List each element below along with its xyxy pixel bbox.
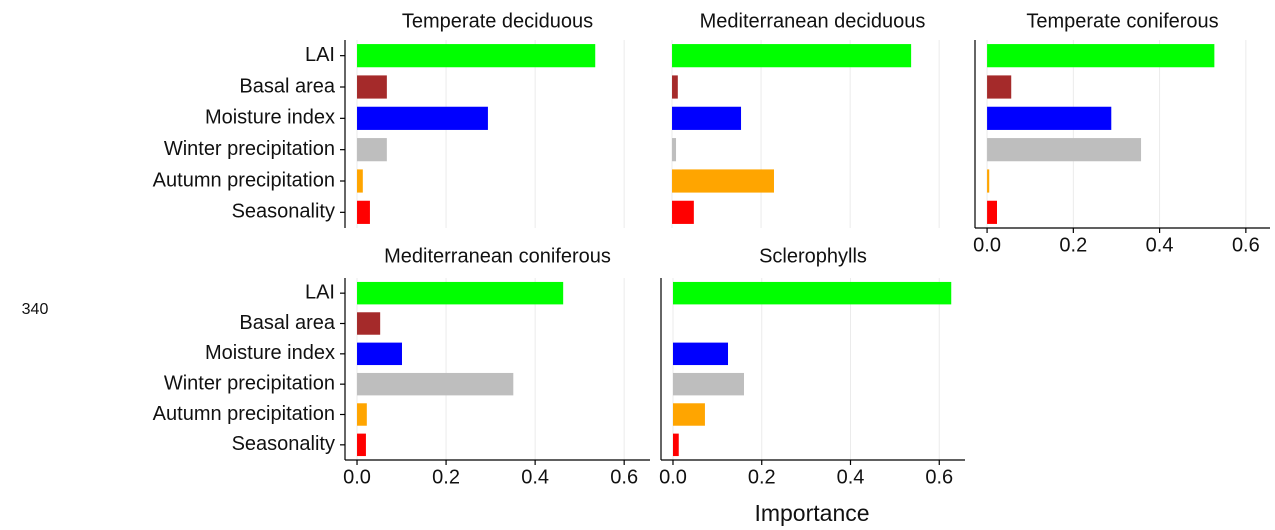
x-tick-label: 0.0: [343, 466, 371, 488]
bar: [357, 200, 370, 224]
bar: [987, 44, 1215, 68]
y-tick-label: Basal area: [239, 312, 335, 334]
bar: [987, 75, 1012, 99]
y-tick-label: Autumn precipitation: [153, 169, 335, 191]
panel-title: Mediterranean coniferous: [384, 245, 611, 267]
panel-title: Sclerophylls: [759, 245, 867, 267]
y-tick-label: Basal area: [239, 75, 335, 97]
bar: [672, 106, 742, 130]
panel-title: Temperate coniferous: [1026, 10, 1218, 32]
panel-title: Mediterranean deciduous: [700, 10, 926, 32]
y-tick-label: Winter precipitation: [164, 138, 335, 160]
y-tick-label: Seasonality: [232, 201, 335, 223]
x-tick-label: 0.4: [1146, 234, 1174, 256]
bar: [987, 169, 990, 193]
bar: [672, 44, 912, 68]
y-tick-label: Moisture index: [205, 107, 335, 129]
x-tick-label: 0.0: [659, 466, 687, 488]
bar: [672, 200, 694, 224]
bar: [357, 403, 367, 426]
bar: [357, 281, 564, 305]
bar: [357, 433, 366, 457]
bar: [357, 44, 596, 68]
y-tick-label: LAI: [305, 281, 335, 303]
x-tick-label: 0.4: [521, 466, 549, 488]
bar: [357, 372, 514, 396]
bar: [672, 342, 729, 366]
bar: [987, 106, 1112, 130]
bar: [357, 106, 488, 130]
bar: [672, 75, 678, 99]
bar: [357, 169, 363, 193]
bar: [357, 138, 387, 162]
x-tick-label: 0.0: [973, 234, 1001, 256]
x-tick-label: 0.2: [432, 466, 460, 488]
y-tick-label: LAI: [305, 44, 335, 66]
x-tick-label: 0.6: [610, 466, 638, 488]
panel-title: Temperate deciduous: [402, 10, 593, 32]
x-tick-label: 0.6: [1232, 234, 1260, 256]
bar: [357, 312, 381, 335]
x-axis-label: Importance: [754, 500, 869, 526]
x-tick-label: 0.2: [1059, 234, 1087, 256]
x-tick-label: 0.6: [925, 466, 953, 488]
bar: [672, 433, 679, 457]
y-tick-label: Seasonality: [232, 433, 335, 455]
bar: [672, 138, 677, 162]
bar: [672, 403, 705, 426]
y-tick-label: Winter precipitation: [164, 372, 335, 394]
y-tick-label: Moisture index: [205, 342, 335, 364]
margin-text: 340: [22, 301, 49, 318]
bar: [357, 75, 387, 99]
x-tick-label: 0.4: [837, 466, 865, 488]
y-tick-label: Autumn precipitation: [153, 403, 335, 425]
bar: [672, 169, 774, 193]
bar: [357, 342, 402, 366]
bar: [987, 200, 997, 224]
bar: [987, 138, 1142, 162]
bar: [672, 372, 744, 396]
x-tick-label: 0.2: [748, 466, 776, 488]
bar: [672, 281, 952, 305]
